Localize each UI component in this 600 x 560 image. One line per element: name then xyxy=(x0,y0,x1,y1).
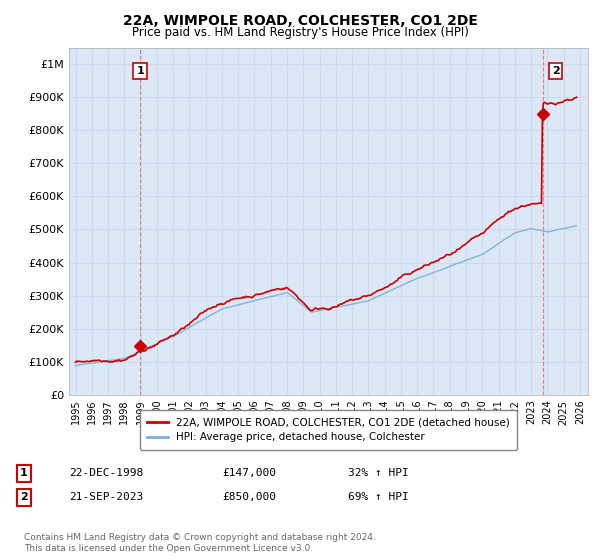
Legend: 22A, WIMPOLE ROAD, COLCHESTER, CO1 2DE (detached house), HPI: Average price, det: 22A, WIMPOLE ROAD, COLCHESTER, CO1 2DE (… xyxy=(140,410,517,450)
Text: £850,000: £850,000 xyxy=(222,492,276,502)
Text: 21-SEP-2023: 21-SEP-2023 xyxy=(69,492,143,502)
Text: 22-DEC-1998: 22-DEC-1998 xyxy=(69,468,143,478)
Text: 69% ↑ HPI: 69% ↑ HPI xyxy=(348,492,409,502)
Text: 1: 1 xyxy=(136,66,144,76)
Text: Price paid vs. HM Land Registry's House Price Index (HPI): Price paid vs. HM Land Registry's House … xyxy=(131,26,469,39)
Text: Contains HM Land Registry data © Crown copyright and database right 2024.
This d: Contains HM Land Registry data © Crown c… xyxy=(24,533,376,553)
Text: £147,000: £147,000 xyxy=(222,468,276,478)
Text: 2: 2 xyxy=(552,66,560,76)
Text: 32% ↑ HPI: 32% ↑ HPI xyxy=(348,468,409,478)
Text: 1: 1 xyxy=(20,468,28,478)
Text: 22A, WIMPOLE ROAD, COLCHESTER, CO1 2DE: 22A, WIMPOLE ROAD, COLCHESTER, CO1 2DE xyxy=(122,14,478,28)
Text: 2: 2 xyxy=(20,492,28,502)
